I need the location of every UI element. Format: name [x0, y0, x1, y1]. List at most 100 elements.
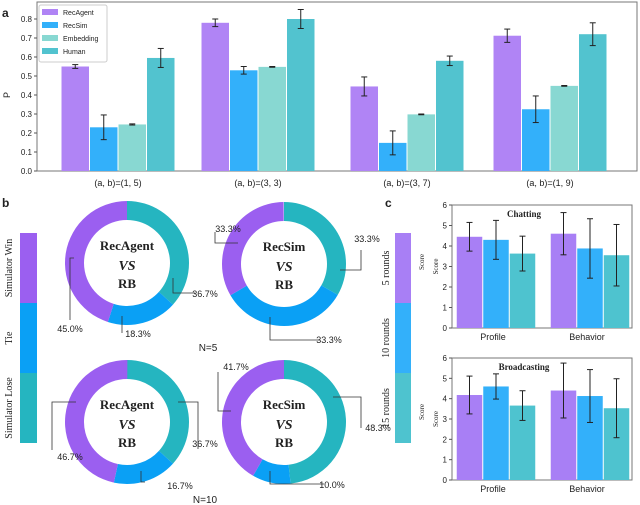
donut-subtitle: RB — [275, 435, 293, 450]
vs-label: VS — [275, 260, 292, 275]
y-tick-label: 0.7 — [21, 34, 33, 43]
x-tick-label: (a, b)=(3, 3) — [234, 178, 281, 188]
bar-human — [287, 19, 315, 171]
vs-label: VS — [118, 418, 135, 433]
donut-slice-lose — [127, 360, 189, 464]
x-tick-label: Behavior — [569, 332, 605, 342]
percent-label: 33.3% — [215, 224, 241, 234]
donut-chart: RecSim VS RB 33.3% 33.3% 33.3% — [215, 202, 380, 345]
legend-label-b: Simulator Lose — [4, 377, 15, 439]
donut-slice-win — [64, 201, 127, 322]
y-tick-label: 0.6 — [21, 53, 33, 62]
legend-label-b: Tie — [4, 331, 15, 345]
leader-line — [140, 471, 145, 483]
legend-a: RecAgent RecSim Embedding Human — [38, 4, 108, 63]
legend-label: RecAgent — [63, 10, 94, 17]
subplot-broadcasting: 0 1 2 3 4 5 6 Score Broadcasting Profile Behavior — [432, 354, 633, 494]
y-tick-label: 0.3 — [21, 110, 33, 119]
x-tick-label: Behavior — [569, 484, 605, 494]
donut-slice-win — [65, 360, 128, 483]
bar-recagent — [61, 66, 89, 171]
y-tick-label: 0.5 — [21, 72, 33, 81]
bar-recsim — [230, 70, 258, 171]
subplot-chatting: 0 1 2 3 4 5 6 Score Chatting Profile Behavior — [432, 201, 633, 342]
y-tick-label: 3 — [443, 415, 448, 424]
percent-label: 45.0% — [57, 324, 83, 334]
percent-label: 33.3% — [354, 234, 380, 244]
donut-subtitle: RB — [275, 277, 293, 292]
legend-swatch — [42, 48, 58, 54]
legend-label-c: 10 rounds — [381, 318, 392, 358]
panel-label-b: b — [2, 196, 9, 210]
percent-label: 36.7% — [192, 289, 218, 299]
legend-label-c: 5 rounds — [381, 251, 392, 286]
bar-embedding — [118, 124, 146, 171]
y-tick-label: 4 — [443, 395, 448, 404]
leader-line — [214, 232, 238, 244]
legend-label: Human — [63, 49, 86, 56]
y-tick-label: 0.1 — [21, 148, 33, 157]
axes-frame-a — [36, 1, 638, 172]
panel-label-a: a — [2, 6, 9, 20]
legend-box — [38, 4, 108, 63]
y-tick-label: 2 — [443, 283, 448, 292]
group-label: N=10 — [193, 495, 218, 505]
y-tick-label: 0.8 — [21, 15, 33, 24]
legend-swatch-b — [20, 303, 37, 373]
bar-recagent — [201, 22, 229, 171]
donut-slice-lose — [284, 360, 346, 484]
bar-human — [579, 34, 607, 172]
bar-human — [436, 60, 464, 171]
x-tick-label: (a, b)=(3, 7) — [383, 178, 430, 188]
vs-label: VS — [118, 259, 135, 274]
x-tick-label: (a, b)=(1, 9) — [526, 178, 573, 188]
donut-title: RecAgent — [100, 238, 155, 253]
group-label: N=5 — [199, 343, 218, 354]
legend-axis-label: Score — [418, 254, 426, 270]
x-tick-label: Profile — [480, 332, 506, 342]
x-tick-label: Profile — [480, 484, 506, 494]
legend-label-c: 15 rounds — [381, 388, 392, 428]
y-tick-label: 0.0 — [21, 167, 33, 176]
leader-line — [333, 396, 362, 428]
y-axis-label: P — [2, 92, 12, 98]
legend-swatch — [42, 22, 58, 28]
donut-slice-win — [222, 360, 284, 476]
donut-slice-lose — [127, 201, 189, 305]
y-axis-label: Score — [432, 411, 440, 427]
legend-axis-label: Score — [418, 404, 426, 420]
bar-human — [147, 57, 175, 172]
donut-slice-tie — [107, 291, 173, 325]
donut-title: RecAgent — [100, 397, 155, 412]
donut-slice-tie — [253, 459, 291, 484]
legend-swatch-b — [20, 373, 37, 443]
legend-swatch-b — [20, 233, 37, 303]
y-tick-label: 0 — [443, 476, 448, 485]
subplot-title: Broadcasting — [499, 362, 550, 372]
y-tick-label: 2 — [443, 435, 448, 444]
bar — [483, 386, 509, 480]
legend-swatch — [42, 9, 58, 15]
percent-label: 18.3% — [125, 329, 151, 339]
y-tick-label: 1 — [443, 304, 448, 313]
leader-line — [51, 401, 76, 450]
bar-embedding — [407, 114, 435, 171]
y-tick-label: 4 — [443, 242, 448, 251]
y-tick-label: 0 — [443, 324, 448, 333]
leader-line — [269, 471, 324, 485]
donut-subtitle: RB — [118, 435, 136, 450]
percent-label: 33.3% — [316, 335, 342, 345]
leader-line — [172, 278, 195, 294]
leader-line — [217, 372, 231, 412]
donut-slice-tie — [230, 285, 338, 326]
bar-embedding — [550, 85, 578, 171]
donut-slice-tie — [113, 450, 173, 484]
donut-chart: RecAgent VS RB 46.7% 16.7% 36.7% — [57, 360, 218, 491]
legend-swatch-c — [395, 303, 411, 373]
donut-chart: RecAgent VS RB 45.0% 18.3% 36.7% — [57, 201, 218, 339]
percent-label: 36.7% — [192, 439, 218, 449]
legend-swatch-c — [395, 233, 411, 303]
panel-label-c: c — [385, 196, 392, 210]
y-tick-label: 0.4 — [21, 91, 33, 100]
